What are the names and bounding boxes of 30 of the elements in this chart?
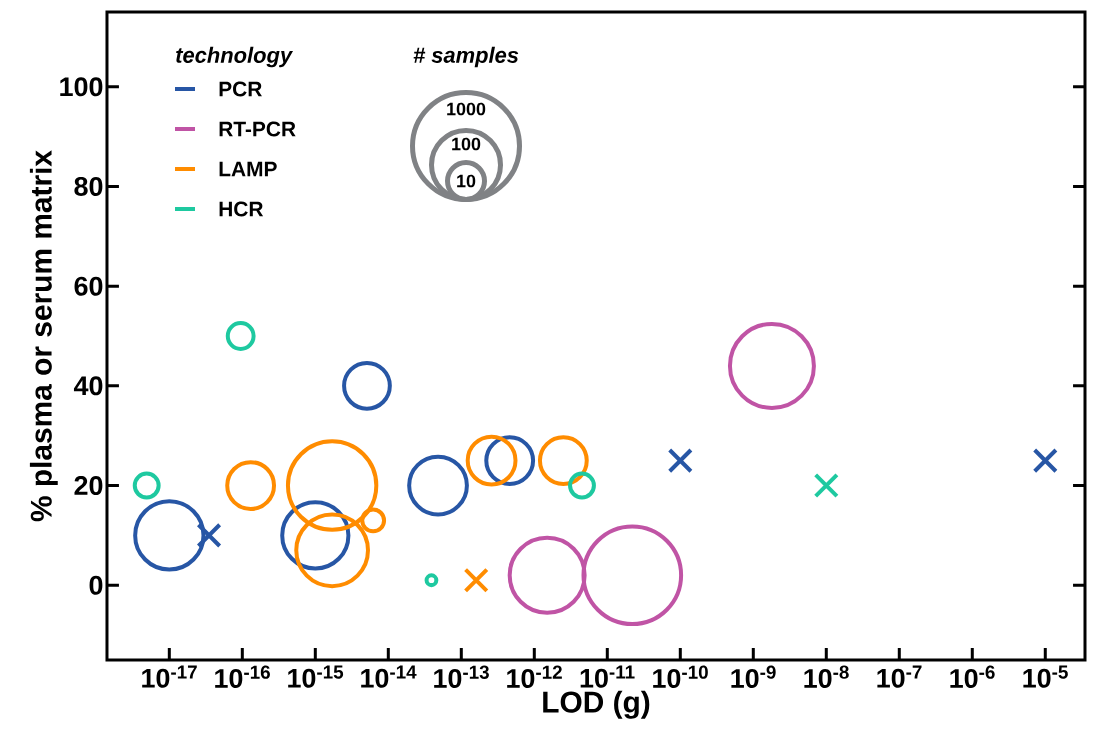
x-tick-label: 10$^{-6}$ — [950, 665, 995, 688]
legend-title: technology — [176, 46, 294, 68]
x-tick-label: 10$^{-15}$ — [288, 665, 344, 688]
legend-label: HCR — [219, 201, 264, 217]
y-axis-title: % plasma or serum matrix — [29, 150, 58, 522]
x-tick-label: 10$^{-7}$ — [877, 665, 922, 688]
x-tick-label: 10$^{-14}$ — [361, 665, 417, 688]
x-tick-label: 10$^{-10}$ — [653, 665, 708, 688]
annotation: 10 — [457, 174, 476, 188]
y-tick-label: 100 — [60, 77, 103, 97]
x-tick-label: 10$^{-8}$ — [804, 665, 849, 688]
x-tick-label: 10$^{-13}$ — [434, 665, 489, 688]
annotation: # samples — [413, 46, 519, 68]
y-tick-label: 0 — [89, 575, 103, 595]
x-tick-label: 10$^{-5}$ — [1023, 665, 1068, 688]
annotation: 100 — [452, 137, 481, 151]
legend-label: RT-PCR — [219, 121, 296, 137]
x-tick-label: 10$^{-17}$ — [142, 665, 197, 688]
y-tick-label: 20 — [74, 476, 103, 496]
y-tick-label: 60 — [74, 276, 103, 296]
y-tick-label: 40 — [73, 376, 103, 396]
legend-label: PCR — [219, 81, 262, 97]
x-tick-label: 10$^{-16}$ — [215, 665, 270, 688]
y-tick-label: 80 — [74, 176, 103, 196]
annotation: 1000 — [447, 102, 486, 116]
x-tick-label: 10$^{-11}$ — [580, 665, 635, 688]
legend-label: LAMP — [219, 161, 277, 177]
x-tick-label: 10$^{-12}$ — [507, 665, 562, 688]
x-axis-title: LOD (g) — [543, 690, 650, 719]
x-tick-label: 10$^{-9}$ — [731, 665, 776, 688]
